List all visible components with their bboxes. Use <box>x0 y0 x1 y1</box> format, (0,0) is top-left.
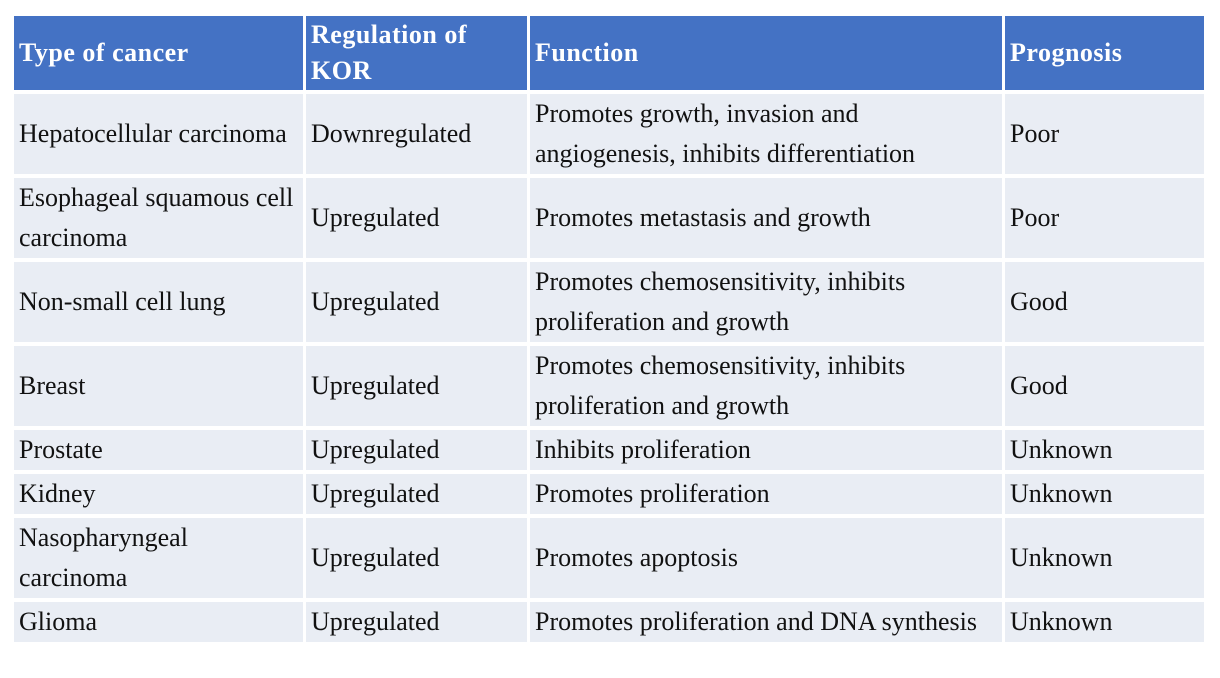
table-row: Prostate Upregulated Inhibits proliferatio… <box>14 430 1204 470</box>
table-cell: Poor <box>1005 94 1204 174</box>
table-cell: Esophageal squamous cell carcinoma <box>14 178 303 258</box>
header-cell: Type of cancer <box>14 16 303 90</box>
table-row: Glioma Upregulated Promotes proliferation … <box>14 602 1204 642</box>
table-cell: Downregulated <box>306 94 527 174</box>
table-cell: Promotes metastasis and growth <box>530 178 1002 258</box>
table-cell: Upregulated <box>306 430 527 470</box>
header-cell: Prognosis <box>1005 16 1204 90</box>
table-body: Hepatocellular carcinoma Downregulated Pro… <box>14 94 1204 642</box>
table-cell: Non-small cell lung <box>14 262 303 342</box>
table-cell: Promotes proliferation and DNA synthesis <box>530 602 1002 642</box>
table-cell: Prostate <box>14 430 303 470</box>
table-row: Breast Upregulated Promotes chemosensitivi… <box>14 346 1204 426</box>
header-row: Type of cancer Regulation of KOR Function P… <box>14 16 1204 90</box>
table-cell: Promotes chemosensitivity, inhibits prol… <box>530 262 1002 342</box>
table-row: Hepatocellular carcinoma Downregulated Pro… <box>14 94 1204 174</box>
table-cell: Unknown <box>1005 430 1204 470</box>
table-cell: Good <box>1005 346 1204 426</box>
table: Type of cancer Regulation of KOR Function P… <box>11 12 1207 646</box>
table-row: Nasopharyngeal carcinoma Upregulated Promo… <box>14 518 1204 598</box>
table-cell: Promotes growth, invasion and angiogenes… <box>530 94 1002 174</box>
table-cell: Unknown <box>1005 518 1204 598</box>
table-cell: Upregulated <box>306 178 527 258</box>
table-cell: Good <box>1005 262 1204 342</box>
table-cell: Glioma <box>14 602 303 642</box>
table-cell: Upregulated <box>306 518 527 598</box>
table-cell: Upregulated <box>306 602 527 642</box>
table-cell: Promotes apoptosis <box>530 518 1002 598</box>
table-cell: Nasopharyngeal carcinoma <box>14 518 303 598</box>
table-cell: Breast <box>14 346 303 426</box>
table-row: Non-small cell lung Upregulated Promotes c… <box>14 262 1204 342</box>
table-cell: Promotes proliferation <box>530 474 1002 514</box>
table-cell: Unknown <box>1005 602 1204 642</box>
table-cell: Unknown <box>1005 474 1204 514</box>
table-cell: Upregulated <box>306 346 527 426</box>
table-cell: Upregulated <box>306 474 527 514</box>
table-cell: Poor <box>1005 178 1204 258</box>
header-cell: Function <box>530 16 1002 90</box>
table-row: Kidney Upregulated Promotes proliferation U… <box>14 474 1204 514</box>
table-cell: Promotes chemosensitivity, inhibits prol… <box>530 346 1002 426</box>
table-cell: Upregulated <box>306 262 527 342</box>
header-cell: Regulation of KOR <box>306 16 527 90</box>
table-cell: Hepatocellular carcinoma <box>14 94 303 174</box>
table-cell: Inhibits proliferation <box>530 430 1002 470</box>
table-cell: Kidney <box>14 474 303 514</box>
table-row: Esophageal squamous cell carcinoma Upregu… <box>14 178 1204 258</box>
